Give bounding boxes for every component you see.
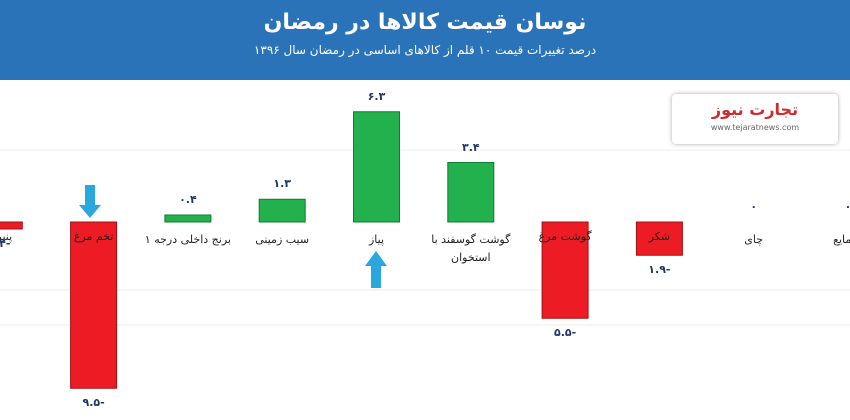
bar	[0, 221, 23, 230]
x-tick-label: پنیر پا	[0, 230, 13, 243]
bar	[447, 162, 495, 223]
chart-title: نوسان قیمت کالاها در رمضان	[263, 10, 587, 35]
header: نوسان قیمت کالاها در رمضان درصد تغییرات …	[0, 0, 850, 80]
x-tick-label: تخم مرغ	[73, 230, 114, 243]
bar	[635, 221, 683, 256]
bar	[258, 198, 306, 223]
arrow-up	[365, 251, 387, 288]
x-tick-label: گوشت مرغ	[538, 230, 592, 243]
chart-subtitle: درصد تغییرات قیمت ۱۰ قلم از کالاهای اساس…	[253, 43, 597, 57]
value-label: ۰.۴	[179, 193, 197, 206]
bar	[70, 221, 118, 389]
value-label: -۵.۵	[554, 326, 577, 340]
value-label: -۱.۹	[648, 263, 671, 277]
x-tick-label: چای	[744, 233, 764, 246]
x-tick-label: پیاز	[368, 233, 385, 246]
bar	[353, 111, 400, 223]
value-label: ۰	[750, 200, 758, 213]
value-label: ۳.۴	[461, 140, 480, 154]
x-tick-label: شکر	[648, 230, 671, 243]
bar	[164, 214, 212, 223]
bar	[541, 221, 589, 319]
value-label: -۹.۵	[82, 396, 105, 410]
value-label: ۶.۳	[367, 89, 386, 103]
value-label: ۰	[844, 200, 850, 213]
value-label: -۰.۴	[0, 237, 11, 250]
logo-name: تجارت نیوز	[711, 100, 799, 119]
value-label: ۱.۳	[273, 177, 291, 191]
x-tick-label: ن مایع	[833, 233, 850, 246]
x-tick-label: برنج داخلی درجه ۱	[144, 233, 231, 246]
logo-url: www.tejaratnews.com	[710, 123, 800, 132]
arrow-down	[79, 185, 101, 218]
x-tick-label: گوشت گوسفند با استخوان	[431, 233, 511, 264]
logo: تجارت نیوز www.tejaratnews.com	[672, 94, 838, 144]
x-tick-label: سیب زمینی	[255, 233, 310, 246]
